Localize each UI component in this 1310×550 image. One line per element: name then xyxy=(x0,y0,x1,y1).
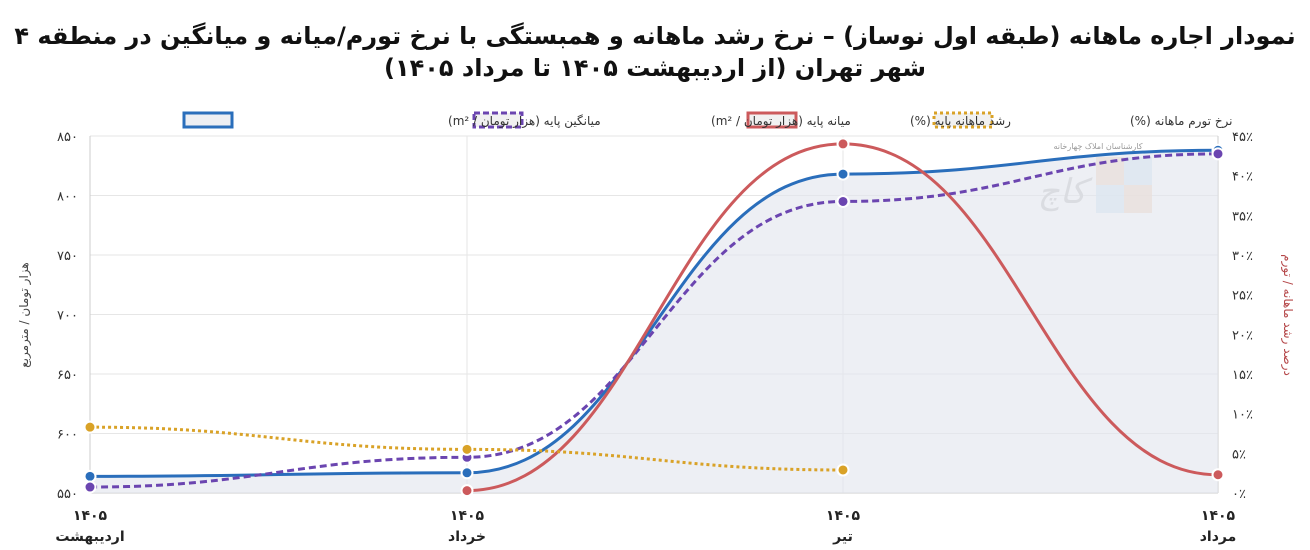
legend-swatch-growth-series xyxy=(746,111,798,129)
y-right-tick-label: ۳۵٪ xyxy=(1232,209,1253,224)
x-tick-year: ۱۴۰۵ xyxy=(1201,508,1236,524)
median-series-line xyxy=(89,152,1219,489)
y-right-axis-title: درصد رشد ماهانه / تورم xyxy=(1280,254,1295,376)
average-series-point xyxy=(83,469,97,483)
legend-label-growth-series: رشد ماهانه پایه (%) xyxy=(910,114,1011,129)
chart-title: نمودار اجاره ماهانه (طبقه اول نوساز) – ن… xyxy=(14,22,1296,82)
inflation-series-point xyxy=(836,463,850,477)
legend-swatch-median-series xyxy=(472,111,524,129)
growth-series-point xyxy=(460,484,474,498)
y-left-tick-label: ۷۰۰ xyxy=(57,309,78,324)
y-right-tick-label: ۵٪ xyxy=(1232,447,1246,462)
y-right-tick-label: ۴۰٪ xyxy=(1232,170,1253,185)
inflation-series-point xyxy=(460,442,474,456)
average-series-point xyxy=(836,167,850,181)
y-right-tick-label: ۰٪ xyxy=(1232,487,1246,502)
legend-label-inflation-series: نرخ تورم ماهانه (%) xyxy=(1130,114,1233,129)
x-tick-year: ۱۴۰۵ xyxy=(826,508,861,524)
y-right-tick-label: ۴۵٪ xyxy=(1232,130,1253,145)
y-left-axis-title: هزار تومان / مترمربع xyxy=(17,262,32,367)
average-series-point xyxy=(460,466,474,480)
y-left-tick-label: ۶۰۰ xyxy=(57,428,78,443)
legend-swatch-inflation-series xyxy=(932,111,994,129)
x-tick-month: تیر xyxy=(832,529,853,545)
growth-series-point xyxy=(836,137,850,151)
y-right-tick-label: ۲۰٪ xyxy=(1232,328,1253,343)
y-left-tick-label: ۸۵۰ xyxy=(57,130,78,145)
y-left-tick-label: ۷۵۰ xyxy=(57,249,78,264)
legend-label-median-series: میانه پایه (هزار تومان / m²) xyxy=(711,114,851,129)
y-left-tick-label: ۵۵۰ xyxy=(57,487,78,502)
x-tick-month: مرداد xyxy=(1200,529,1237,545)
x-tick-month: اردیبهشت xyxy=(55,529,124,545)
median-series-point xyxy=(1211,147,1225,161)
inflation-series-point xyxy=(83,420,97,434)
legend-label-average-series: میانگین پایه (هزار تومان / m²) xyxy=(448,114,601,129)
y-right-tick-label: ۳۰٪ xyxy=(1232,249,1253,264)
inflation-series-line xyxy=(89,425,844,472)
watermark-text: کارشناسان املاک چهارخانه xyxy=(1053,142,1142,151)
y-left-tick-label: ۶۵۰ xyxy=(57,368,78,383)
legend-swatch-average-series xyxy=(182,111,234,129)
y-left-tick-label: ۸۰۰ xyxy=(57,190,78,205)
x-tick-year: ۱۴۰۵ xyxy=(73,508,108,524)
growth-series-point xyxy=(1211,468,1225,482)
y-right-tick-label: ۲۵٪ xyxy=(1232,289,1253,304)
median-series-point xyxy=(83,480,97,494)
x-tick-year: ۱۴۰۵ xyxy=(450,508,485,524)
average-series-line xyxy=(89,148,1219,478)
average-series-area xyxy=(90,150,1218,493)
median-series-point xyxy=(836,194,850,208)
y-right-tick-label: ۱۰٪ xyxy=(1232,408,1253,423)
y-right-tick-label: ۱۵٪ xyxy=(1232,368,1253,383)
x-tick-month: خرداد xyxy=(448,529,486,545)
